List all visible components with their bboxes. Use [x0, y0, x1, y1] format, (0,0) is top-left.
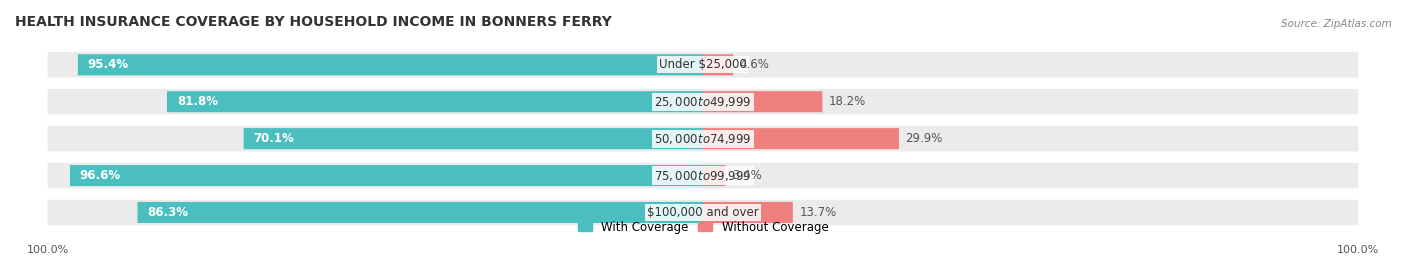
Text: $75,000 to $99,999: $75,000 to $99,999: [654, 168, 752, 183]
FancyBboxPatch shape: [48, 126, 1358, 151]
Text: 70.1%: 70.1%: [253, 132, 294, 145]
FancyBboxPatch shape: [703, 165, 725, 186]
FancyBboxPatch shape: [138, 202, 703, 223]
Text: 3.4%: 3.4%: [733, 169, 762, 182]
FancyBboxPatch shape: [243, 128, 703, 149]
Text: 96.6%: 96.6%: [80, 169, 121, 182]
Text: 18.2%: 18.2%: [828, 95, 866, 108]
Text: 81.8%: 81.8%: [177, 95, 218, 108]
Text: $100,000 and over: $100,000 and over: [647, 206, 759, 219]
FancyBboxPatch shape: [703, 54, 733, 75]
Text: 86.3%: 86.3%: [148, 206, 188, 219]
FancyBboxPatch shape: [703, 91, 823, 112]
FancyBboxPatch shape: [48, 200, 1358, 225]
Text: $50,000 to $74,999: $50,000 to $74,999: [654, 131, 752, 146]
Text: 4.6%: 4.6%: [740, 58, 769, 71]
Text: $25,000 to $49,999: $25,000 to $49,999: [654, 95, 752, 109]
Text: 95.4%: 95.4%: [87, 58, 129, 71]
Text: Source: ZipAtlas.com: Source: ZipAtlas.com: [1281, 19, 1392, 29]
FancyBboxPatch shape: [48, 89, 1358, 114]
FancyBboxPatch shape: [167, 91, 703, 112]
FancyBboxPatch shape: [70, 165, 703, 186]
Text: Under $25,000: Under $25,000: [659, 58, 747, 71]
FancyBboxPatch shape: [48, 52, 1358, 77]
FancyBboxPatch shape: [77, 54, 703, 75]
FancyBboxPatch shape: [703, 202, 793, 223]
Text: 13.7%: 13.7%: [800, 206, 837, 219]
FancyBboxPatch shape: [48, 163, 1358, 188]
Text: 29.9%: 29.9%: [905, 132, 943, 145]
Text: HEALTH INSURANCE COVERAGE BY HOUSEHOLD INCOME IN BONNERS FERRY: HEALTH INSURANCE COVERAGE BY HOUSEHOLD I…: [15, 15, 612, 29]
FancyBboxPatch shape: [703, 128, 898, 149]
Legend: With Coverage, Without Coverage: With Coverage, Without Coverage: [572, 216, 834, 238]
